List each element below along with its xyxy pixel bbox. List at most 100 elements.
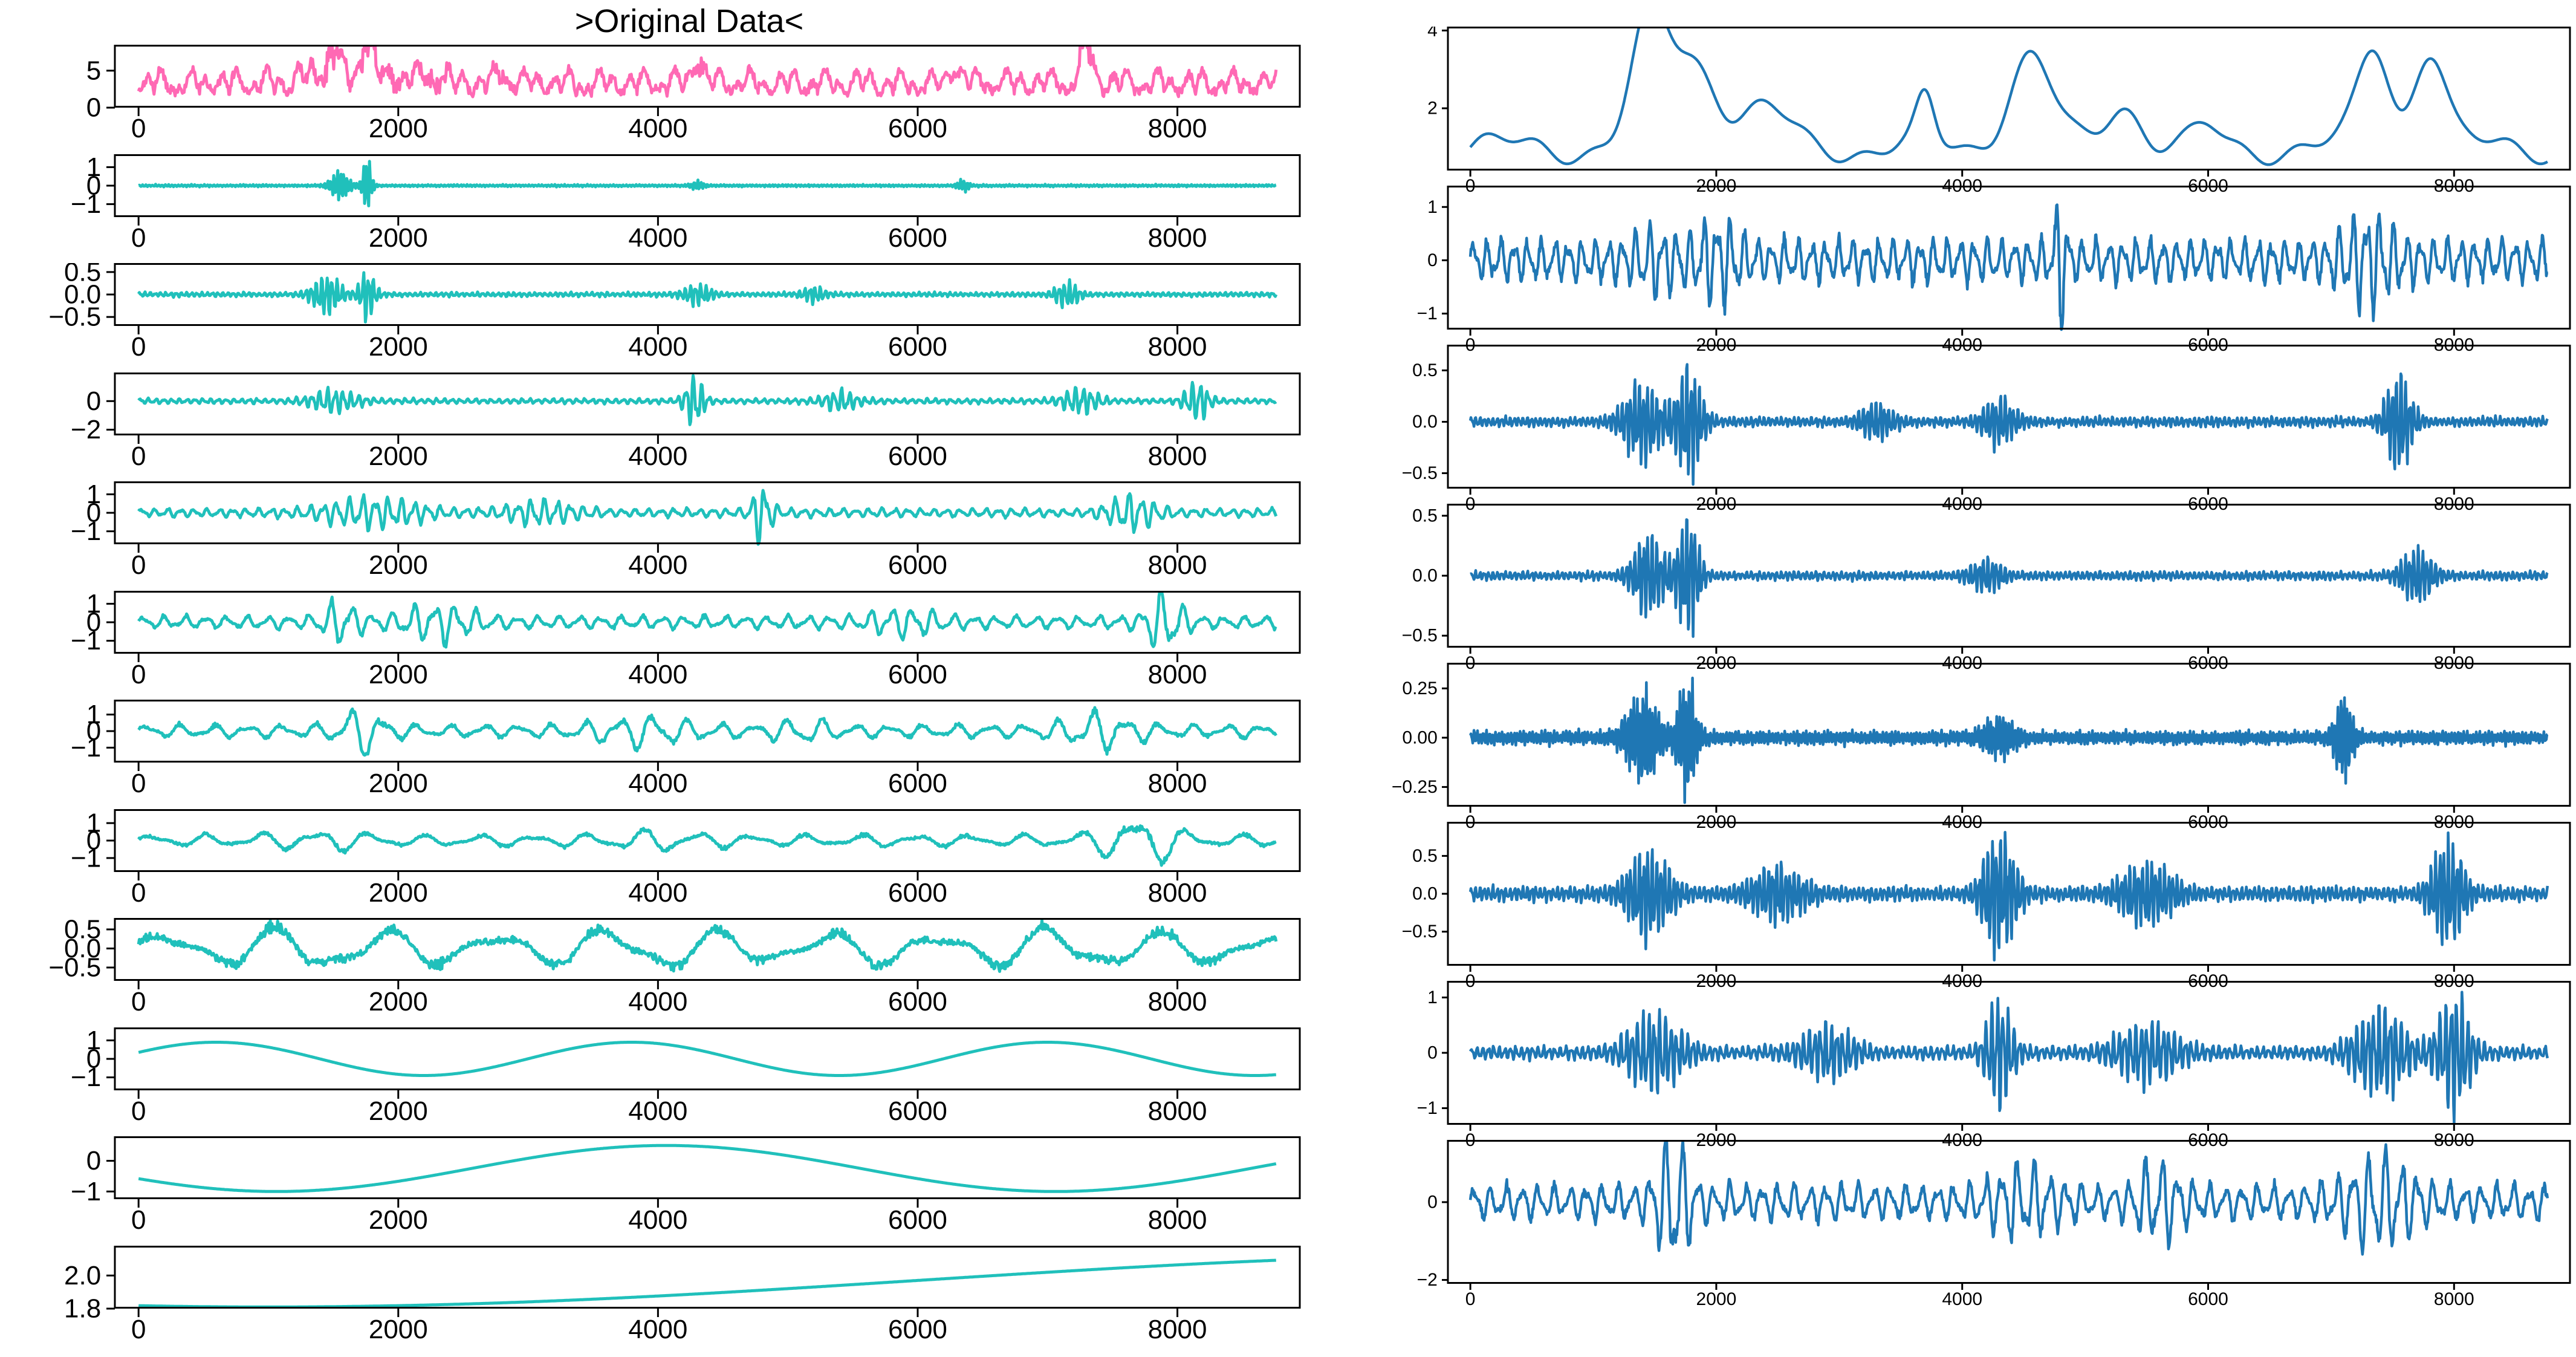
x-tick-label: 6000 <box>2188 1289 2228 1309</box>
subplot-left-3: 0 2000 4000 6000 8000 −0.50.00.5 <box>48 263 1301 362</box>
series-line-right-7 <box>1469 991 2549 1124</box>
y-tick-label: 0 <box>86 171 101 200</box>
subplot-left-4: 0 2000 4000 6000 8000−20 <box>71 372 1301 471</box>
x-tick-label: 0 <box>131 223 146 253</box>
x-tick-label: 4000 <box>628 223 687 253</box>
x-tick-label: 4000 <box>628 769 687 798</box>
y-tick-label: −1 <box>71 1177 101 1206</box>
y-tick-label: 1 <box>1427 197 1438 217</box>
x-tick-label: 8000 <box>1148 987 1207 1017</box>
x-tick-label: 2000 <box>369 1205 428 1235</box>
y-tick-label: −1 <box>71 189 101 219</box>
series-line-right-4 <box>1469 518 2549 638</box>
subplot-left-10: 0 2000 4000 6000 8000−101 <box>71 1027 1301 1126</box>
y-tick-label: 0.0 <box>1412 566 1438 586</box>
y-tick-label: −0.5 <box>1402 922 1438 942</box>
subplot-left-11: 0 2000 4000 6000 8000−10 <box>71 1136 1301 1235</box>
x-tick-label: 8000 <box>1148 660 1207 689</box>
y-tick-label: −2 <box>71 415 101 444</box>
y-tick-label: −0.5 <box>1402 463 1438 483</box>
x-tick-label: 8000 <box>1148 878 1207 908</box>
y-tick-label: 0.25 <box>1402 678 1437 698</box>
y-tick-label: 0.0 <box>64 280 101 310</box>
series-line-left-5 <box>137 489 1278 546</box>
series-line-right-1 <box>1469 27 2549 166</box>
x-tick-label: 4000 <box>628 332 687 362</box>
y-tick-label: 0 <box>86 498 101 528</box>
x-tick-label: 2000 <box>369 550 428 580</box>
y-tick-label: 1 <box>86 154 101 182</box>
x-tick-label: 4000 <box>628 878 687 908</box>
x-tick-label: 8000 <box>2434 1289 2474 1309</box>
x-tick-label: 4000 <box>628 114 687 143</box>
x-tick-label: 2000 <box>1696 1289 1737 1309</box>
x-tick-label: 2000 <box>369 332 428 362</box>
series-line-left-7 <box>137 706 1277 757</box>
y-tick-label: 4 <box>1427 27 1438 41</box>
series-line-left-1 <box>137 45 1278 99</box>
x-tick-label: 6000 <box>888 223 947 253</box>
x-tick-label: 8000 <box>1148 1315 1207 1344</box>
y-tick-label: 1 <box>1427 988 1438 1007</box>
plot-frame <box>114 809 1301 872</box>
x-tick-label: 4000 <box>1942 1289 1982 1309</box>
series-line-left-11 <box>138 1144 1277 1193</box>
x-tick-label: 0 <box>131 332 146 362</box>
x-tick-label: 2000 <box>369 660 428 689</box>
y-tick-label: 0.5 <box>1412 360 1438 380</box>
x-tick-label: 2000 <box>369 769 428 798</box>
series-line-right-6 <box>1468 830 2549 962</box>
x-tick-label: 4000 <box>628 550 687 580</box>
x-tick-label: 4000 <box>628 660 687 689</box>
y-tick-label: −1 <box>71 733 101 763</box>
y-tick-label: −1 <box>71 516 101 546</box>
x-tick-label: 0 <box>131 769 146 798</box>
y-tick-label: 0.0 <box>1412 412 1438 432</box>
series-line-left-9 <box>137 919 1278 973</box>
series-line-left-6 <box>137 590 1277 648</box>
series-line-left-4 <box>137 374 1277 426</box>
y-tick-label: 0.00 <box>1402 727 1437 747</box>
x-tick-label: 0 <box>1465 1289 1476 1309</box>
x-tick-label: 6000 <box>888 114 947 143</box>
y-tick-label: 0 <box>86 386 101 415</box>
subplot-right-8: 0 2000 4000 6000 8000 −2 0 <box>1417 1140 2571 1309</box>
y-tick-label: 0 <box>1427 250 1438 270</box>
x-tick-label: 0 <box>131 114 146 143</box>
y-tick-label: 0.5 <box>1412 506 1438 526</box>
x-tick-label: 0 <box>131 1205 146 1235</box>
plot-frame <box>114 1027 1301 1090</box>
x-tick-label: 6000 <box>888 1205 947 1235</box>
x-tick-label: 8000 <box>1148 332 1207 362</box>
subplot-left-9: 0 2000 4000 6000 8000 −0.50.00.5 <box>48 918 1301 1017</box>
series-line-left-12 <box>138 1258 1277 1309</box>
x-tick-label: 4000 <box>628 987 687 1017</box>
x-tick-label: 6000 <box>888 1096 947 1126</box>
x-tick-label: 6000 <box>888 987 947 1017</box>
y-tick-label: 2 <box>1427 99 1438 119</box>
series-line-right-3 <box>1468 363 2549 486</box>
x-tick-label: 8000 <box>1148 769 1207 798</box>
series-line-right-8 <box>1468 1140 2549 1256</box>
x-tick-label: 2000 <box>369 441 428 471</box>
plot-frame <box>114 918 1301 981</box>
x-tick-label: 6000 <box>888 332 947 362</box>
subplot-left-12: 0 2000 4000 6000 8000 1.8 2.0 <box>64 1245 1301 1344</box>
subplot-left-5: 0 2000 4000 6000 8000−101 <box>71 481 1301 580</box>
x-tick-label: 0 <box>131 660 146 689</box>
figure-title: >Original Data< <box>574 3 804 39</box>
y-tick-label: 5 <box>86 56 101 85</box>
x-tick-label: 4000 <box>628 1096 687 1126</box>
x-tick-label: 8000 <box>1148 550 1207 580</box>
series-line-left-3 <box>137 271 1278 324</box>
y-tick-label: 0 <box>86 1146 101 1176</box>
y-tick-label: −1 <box>1417 304 1438 324</box>
y-tick-label: 0.0 <box>64 934 101 963</box>
plot-frame <box>1447 345 2571 489</box>
x-tick-label: 4000 <box>628 1205 687 1235</box>
y-tick-label: 1 <box>86 591 101 619</box>
plot-frame <box>114 1245 1301 1309</box>
x-tick-label: 8000 <box>1148 1096 1207 1126</box>
